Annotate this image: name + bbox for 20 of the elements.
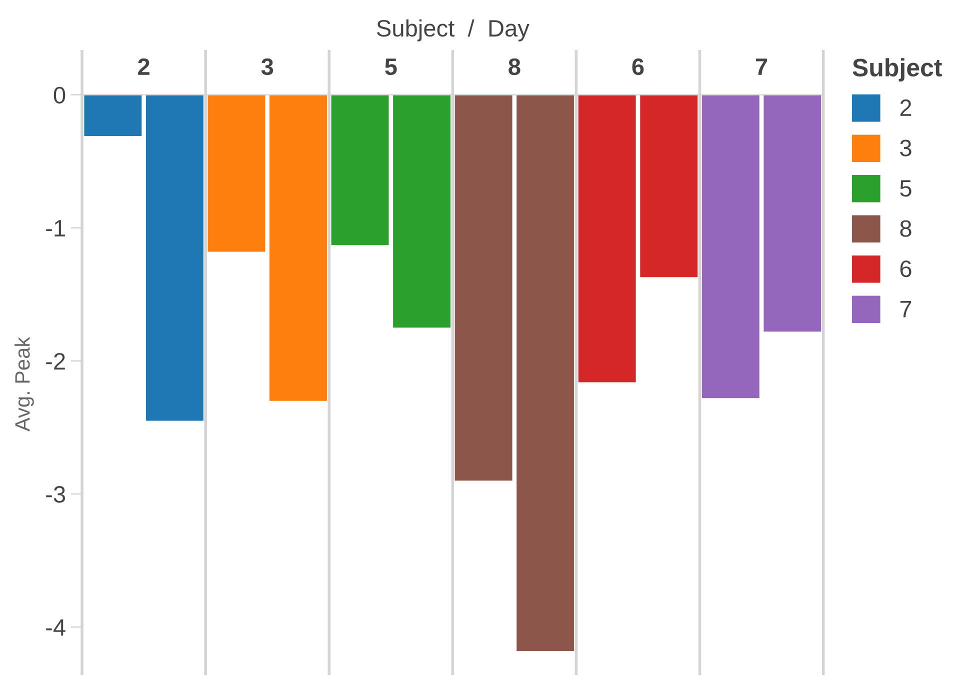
legend-label: 7 xyxy=(900,300,912,318)
y-tick-label: 0 xyxy=(54,86,66,104)
legend-label: 6 xyxy=(900,260,912,278)
text: 6 xyxy=(632,58,644,76)
y-tick-label: -1 xyxy=(46,220,65,236)
legend-label: 3 xyxy=(900,140,912,156)
legend-label: 8 xyxy=(900,220,912,237)
legend-title: Subject xyxy=(852,58,942,82)
y-tick-label: -4 xyxy=(46,619,66,636)
text: 2 xyxy=(138,58,150,75)
text: 3 xyxy=(261,58,274,76)
legend-label: 5 xyxy=(900,180,912,197)
text: 7 xyxy=(756,58,768,75)
text: 8 xyxy=(508,58,520,76)
legend-label: 2 xyxy=(900,99,912,116)
y-axis-title: Avg. Peak xyxy=(14,336,34,432)
x-axis-title: Subject / Day xyxy=(376,19,530,42)
y-tick-label: -2 xyxy=(46,352,65,370)
y-tick-label: -3 xyxy=(46,486,66,503)
text: 5 xyxy=(385,58,397,76)
